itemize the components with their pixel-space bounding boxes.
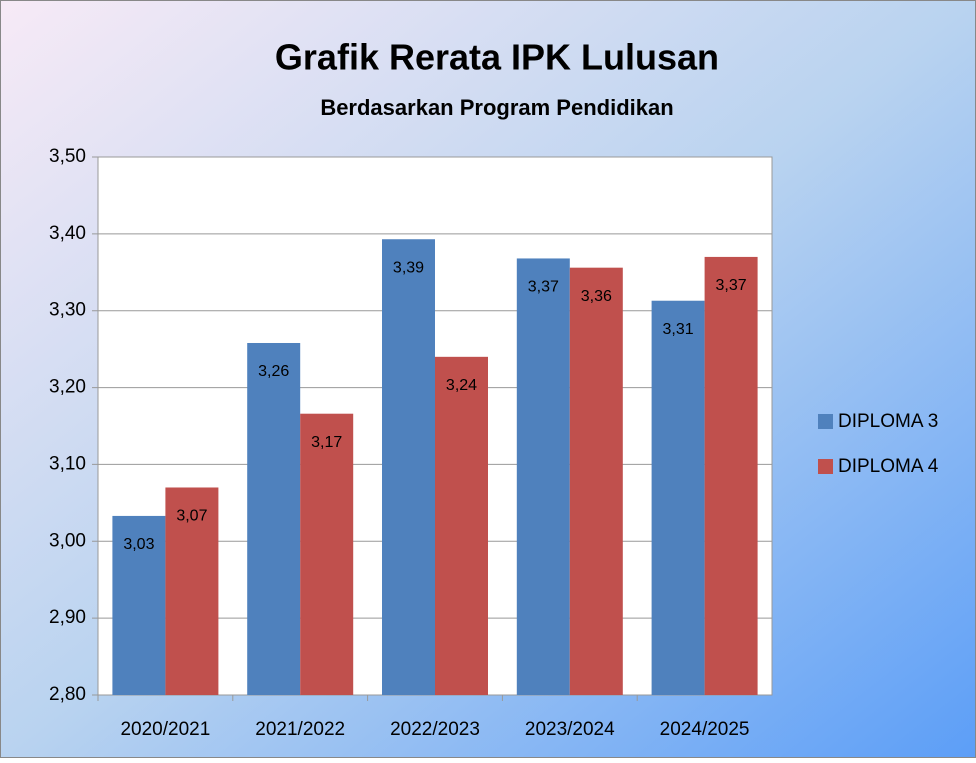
data-label: 3,36 (581, 288, 612, 305)
y-tick-label: 3,20 (49, 377, 86, 398)
legend-label: DIPLOMA 3 (838, 411, 938, 432)
bar (516, 258, 570, 695)
x-tick-label: 2023/2024 (525, 719, 615, 740)
bar (112, 515, 166, 695)
bar (651, 300, 705, 695)
legend-swatch (818, 459, 833, 474)
bar (704, 256, 758, 695)
chart-title: Grafik Rerata IPK Lulusan (275, 37, 719, 78)
y-tick-label: 2,80 (49, 684, 86, 705)
bar (569, 267, 623, 695)
y-tick-label: 3,30 (49, 300, 86, 321)
data-label: 3,37 (716, 277, 747, 294)
y-tick-label: 3,50 (49, 146, 86, 167)
x-tick-label: 2022/2023 (390, 719, 480, 740)
data-label: 3,03 (123, 536, 154, 553)
bar (165, 487, 219, 695)
bar (300, 413, 354, 695)
y-tick-label: 3,40 (49, 223, 86, 244)
y-tick-label: 2,90 (49, 607, 86, 628)
data-label: 3,26 (258, 363, 289, 380)
bar (247, 342, 301, 695)
y-tick-label: 3,00 (49, 530, 86, 551)
legend-swatch (818, 414, 833, 429)
data-label: 3,39 (393, 259, 424, 276)
bar (435, 356, 488, 695)
y-tick-label: 3,10 (49, 453, 86, 474)
data-label: 3,31 (663, 321, 694, 338)
data-label: 3,37 (528, 279, 559, 296)
bar (382, 239, 435, 696)
chart-subtitle: Berdasarkan Program Pendidikan (320, 95, 673, 120)
data-label: 3,07 (176, 508, 207, 525)
data-label: 3,24 (446, 377, 477, 394)
x-tick-label: 2021/2022 (255, 719, 345, 740)
x-tick-label: 2024/2025 (660, 719, 750, 740)
data-label: 3,17 (311, 434, 342, 451)
x-tick-label: 2020/2021 (120, 719, 210, 740)
legend-label: DIPLOMA 4 (838, 456, 939, 477)
